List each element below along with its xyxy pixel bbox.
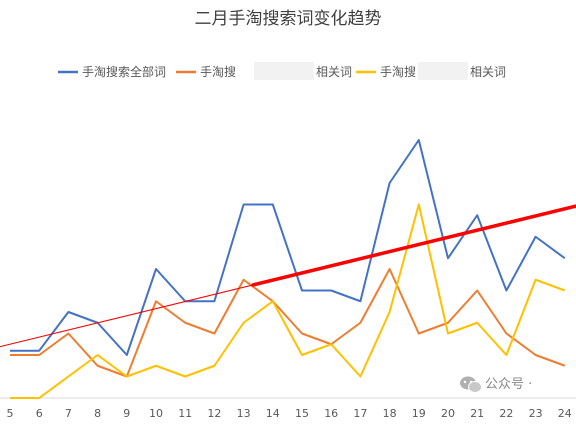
legend-label: 手淘搜 <box>200 64 236 79</box>
x-tick-label: 8 <box>94 407 101 420</box>
watermark-text: 公众号 · <box>485 377 532 392</box>
x-tick-label: 5 <box>7 407 14 420</box>
x-tick-label: 13 <box>237 407 251 420</box>
legend-label: 手淘搜索全部词 <box>82 64 166 79</box>
x-tick-label: 17 <box>353 407 367 420</box>
trend-line-segment <box>251 204 576 287</box>
series-line-3 <box>10 203 566 399</box>
x-tick-label: 21 <box>470 407 484 420</box>
legend-label-suffix: 相关词 <box>470 65 506 79</box>
legend-item-2: 手淘搜 相关词 <box>176 62 352 80</box>
chart-title: 二月手淘搜索词变化趋势 <box>195 9 382 29</box>
x-tick-label: 7 <box>65 407 72 420</box>
x-tick-label: 6 <box>36 407 43 420</box>
x-axis: 5 6 7 8 9 10 11 12 13 14 15 16 17 18 19 20 21 22 23 24 <box>7 407 572 420</box>
x-tick-label: 10 <box>149 407 163 420</box>
legend-item-1: 手淘搜索全部词 <box>58 64 166 79</box>
x-tick-label: 23 <box>529 407 543 420</box>
watermark: 公众号 · <box>460 376 532 393</box>
x-tick-label: 24 <box>558 407 572 420</box>
series-line-2 <box>10 268 566 378</box>
x-tick-label: 20 <box>441 407 455 420</box>
legend-item-3: 手淘搜 相关词 <box>356 62 506 80</box>
x-tick-label: 18 <box>383 407 397 420</box>
redaction-block <box>418 62 468 80</box>
trend-line-segment <box>0 274 294 348</box>
redaction-block <box>254 62 314 80</box>
x-tick-label: 9 <box>123 407 130 420</box>
legend: 手淘搜索全部词 手淘搜 相关词 手淘搜 相关词 <box>58 62 506 80</box>
x-tick-label: 14 <box>266 407 280 420</box>
series-line-1 <box>10 139 566 356</box>
legend-label-suffix: 相关词 <box>316 65 352 79</box>
x-tick-label: 12 <box>207 407 221 420</box>
x-tick-label: 15 <box>295 407 309 420</box>
x-tick-label: 16 <box>324 407 338 420</box>
plot-area: 5 6 7 8 9 10 11 12 13 14 15 16 17 18 19 20 21 22 23 24 <box>0 139 576 420</box>
wechat-icon <box>460 376 482 393</box>
trend-line <box>0 204 576 348</box>
legend-label: 手淘搜 <box>380 64 416 79</box>
x-tick-label: 22 <box>499 407 513 420</box>
x-tick-label: 11 <box>178 407 192 420</box>
x-tick-label: 19 <box>412 407 426 420</box>
